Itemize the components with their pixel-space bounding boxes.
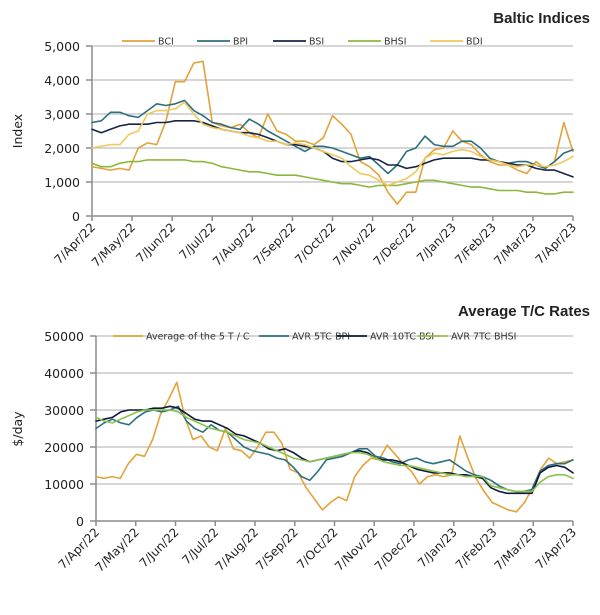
legend-item: BHSI bbox=[348, 37, 407, 48]
legend-label: BPI bbox=[233, 37, 248, 48]
x-tick-label: 7/May/22 bbox=[89, 220, 138, 269]
legend-item: BCI bbox=[122, 37, 174, 48]
legend: Average of the 5 T / C AVR 5TC BPI AVR 10T… bbox=[113, 332, 516, 343]
series-line-bdi bbox=[91, 101, 574, 187]
legend-item: AVR 10TC BSI bbox=[337, 332, 434, 343]
y-tick-label: 20000 bbox=[44, 440, 84, 455]
series-line-avr-7tc-bhsi bbox=[95, 409, 574, 493]
series-lines bbox=[95, 381, 574, 513]
legend-label: BCI bbox=[158, 37, 174, 48]
y-tick-label: 3,000 bbox=[44, 107, 80, 122]
x-tick-label: 7/Aug/22 bbox=[213, 525, 261, 573]
y-tick-label: 0 bbox=[72, 209, 80, 224]
x-axis-ticks: 7/Apr/227/May/227/Jun/227/Jul/227/Aug/22… bbox=[52, 215, 579, 270]
baltic-indices-svg: Baltic Indices 0 1,000 2,000 3,000 4,000 5,00… bbox=[10, 10, 590, 270]
chart-title: Baltic Indices bbox=[493, 10, 590, 27]
x-tick-label: 7/Apr/23 bbox=[533, 220, 579, 266]
legend-label: AVR 10TC BSI bbox=[370, 332, 434, 343]
series-lines bbox=[91, 60, 574, 205]
y-tick-label: 1,000 bbox=[44, 175, 80, 190]
x-tick-label: 7/Jun/22 bbox=[133, 220, 178, 265]
legend-label: BSI bbox=[309, 37, 324, 48]
x-tick-label: 7/Jun/22 bbox=[137, 525, 182, 570]
y-tick-label: 4,000 bbox=[44, 73, 80, 88]
y-axis-ticks: 0 1,000 2,000 3,000 4,000 5,000 bbox=[44, 39, 93, 224]
x-tick-label: 7/Dec/22 bbox=[372, 525, 420, 573]
legend-item: Average of the 5 T / C bbox=[113, 332, 250, 343]
series-line-bhsi bbox=[91, 159, 574, 195]
gridlines bbox=[96, 335, 573, 485]
x-tick-label: 7/May/22 bbox=[93, 525, 142, 574]
average-tc-rates-svg: Average T/C Rates 0 10000 20000 30000 40000 5… bbox=[10, 303, 590, 575]
y-tick-label: 40000 bbox=[44, 366, 84, 381]
y-axis-title: $/day bbox=[10, 411, 25, 447]
gridlines bbox=[92, 45, 573, 183]
legend-item: AVR 7TC BHSI bbox=[418, 332, 516, 343]
x-tick-label: 7/Sep/22 bbox=[251, 220, 299, 268]
y-tick-label: 30000 bbox=[44, 403, 84, 418]
series-line-avr-10tc-bsi bbox=[95, 405, 574, 495]
x-tick-label: 7/Mar/23 bbox=[491, 220, 539, 268]
legend: BCI BPI BSI BHSI BDI bbox=[122, 37, 483, 48]
legend-label: BHSI bbox=[384, 37, 407, 48]
y-axis-title: Index bbox=[10, 114, 25, 148]
series-line-average-of-the-5-t-c bbox=[95, 381, 574, 513]
x-tick-label: 7/Sep/22 bbox=[253, 525, 301, 573]
y-tick-label: 10000 bbox=[44, 477, 84, 492]
legend-label: Average of the 5 T / C bbox=[146, 332, 250, 343]
legend-item: BPI bbox=[197, 37, 248, 48]
x-tick-label: 7/Aug/22 bbox=[210, 220, 258, 268]
y-tick-label: 5,000 bbox=[44, 39, 80, 54]
average-tc-rates-chart: Average T/C Rates 0 10000 20000 30000 40000 5… bbox=[0, 298, 600, 615]
y-axis-ticks: 0 10000 20000 30000 40000 50000 bbox=[44, 329, 97, 529]
x-tick-label: 7/Nov/22 bbox=[330, 220, 378, 268]
x-axis-ticks: 7/Apr/227/May/227/Jun/227/Jul/227/Aug/22… bbox=[56, 520, 579, 575]
legend-item: BSI bbox=[273, 37, 324, 48]
legend-label: AVR 7TC BHSI bbox=[451, 332, 516, 343]
series-line-bci bbox=[91, 60, 574, 205]
baltic-indices-chart: Baltic Indices 0 1,000 2,000 3,000 4,000 5,00… bbox=[0, 0, 600, 300]
chart-title: Average T/C Rates bbox=[458, 303, 590, 320]
y-tick-label: 2,000 bbox=[44, 141, 80, 156]
legend-label: BDI bbox=[466, 37, 483, 48]
x-tick-label: 7/Nov/22 bbox=[332, 525, 380, 573]
legend-label: AVR 5TC BPI bbox=[292, 332, 350, 343]
x-tick-label: 7/Dec/22 bbox=[371, 220, 419, 268]
series-line-bpi bbox=[91, 99, 574, 175]
x-tick-label: 7/Mar/23 bbox=[492, 525, 540, 573]
series-line-avr-5tc-bpi bbox=[95, 405, 574, 493]
y-tick-label: 50000 bbox=[44, 329, 84, 344]
x-tick-label: 7/Apr/23 bbox=[533, 525, 579, 571]
legend-item: BDI bbox=[430, 37, 483, 48]
y-tick-label: 0 bbox=[76, 514, 84, 529]
legend-item: AVR 5TC BPI bbox=[259, 332, 350, 343]
